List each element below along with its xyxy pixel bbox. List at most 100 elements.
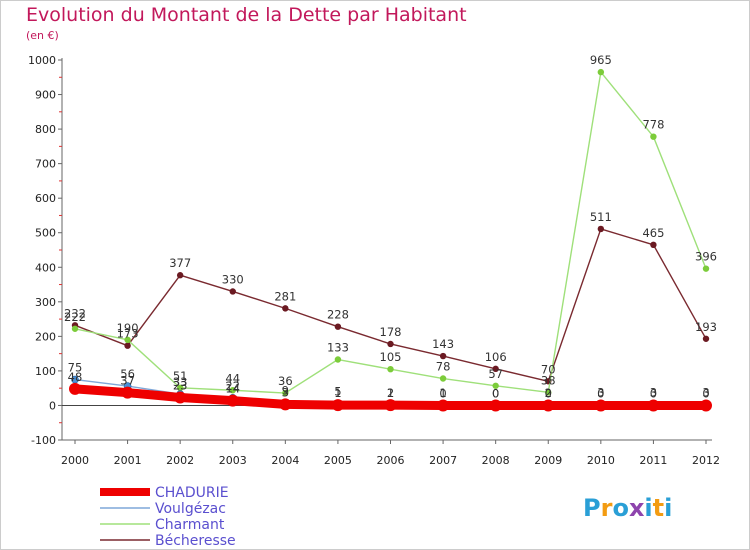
data-point — [331, 399, 344, 412]
data-label: 0 — [545, 386, 552, 400]
x-tick-label: 2004 — [271, 454, 299, 467]
data-label: 3 — [702, 385, 709, 399]
data-label: 22 — [225, 379, 240, 393]
data-label: 33 — [173, 375, 188, 389]
data-label: 5 — [334, 385, 341, 399]
data-label: 511 — [590, 210, 612, 224]
y-tick-label: 800 — [35, 123, 56, 136]
data-label: 396 — [695, 250, 717, 264]
data-label: 1 — [439, 386, 446, 400]
data-point — [121, 386, 134, 399]
data-label: 105 — [380, 350, 402, 364]
data-point — [702, 335, 710, 342]
x-tick-label: 2003 — [219, 454, 247, 467]
data-point — [71, 325, 79, 332]
data-label: 190 — [117, 321, 139, 335]
data-point — [282, 305, 289, 312]
data-label: 1 — [387, 386, 394, 400]
logo-letter: i — [664, 494, 672, 522]
data-point — [387, 340, 394, 348]
data-label: 965 — [590, 53, 612, 67]
data-label: 2 — [387, 386, 394, 400]
y-tick-label: 500 — [35, 227, 56, 240]
data-point — [226, 394, 239, 407]
data-label: 1 — [334, 386, 341, 400]
legend-label: Charmant — [155, 517, 225, 533]
data-point — [594, 399, 607, 412]
data-point — [387, 365, 394, 373]
data-point — [542, 399, 555, 412]
logo-letter: i — [644, 494, 652, 522]
data-point — [437, 399, 450, 412]
data-label: 3 — [282, 385, 289, 399]
data-label: 173 — [117, 327, 139, 341]
data-label: 44 — [225, 371, 240, 385]
data-point — [176, 384, 184, 392]
data-point — [439, 375, 447, 382]
legend-label: Voulgézac — [155, 501, 226, 517]
data-point — [124, 342, 131, 349]
data-label: 0 — [492, 386, 499, 400]
logo-letter: r — [601, 494, 613, 522]
data-label: 778 — [642, 118, 664, 132]
data-label: 193 — [695, 320, 717, 334]
x-tick-label: 2010 — [587, 454, 615, 467]
y-tick-label: 1000 — [28, 54, 56, 67]
data-point — [597, 68, 605, 76]
data-label: 51 — [173, 369, 188, 383]
data-point — [334, 323, 342, 330]
logo-letter: o — [612, 494, 629, 522]
data-label: 56 — [120, 367, 135, 381]
data-label: 178 — [380, 325, 402, 339]
series-0 — [69, 382, 712, 412]
series-layer — [69, 68, 712, 412]
data-label: 70 — [541, 362, 556, 376]
data-point — [334, 356, 342, 363]
data-point — [492, 365, 499, 373]
y-tick-label: 700 — [35, 158, 56, 171]
data-point — [650, 241, 657, 249]
data-label: 465 — [642, 226, 664, 240]
data-point — [174, 391, 187, 404]
data-label: 9 — [282, 383, 289, 397]
x-tick-label: 2009 — [534, 454, 562, 467]
logo-letter: x — [629, 494, 645, 522]
data-label: 37 — [120, 374, 135, 388]
data-point — [124, 336, 131, 344]
data-label: 38 — [541, 373, 556, 387]
logo-letter: P — [583, 494, 601, 522]
x-tick-label: 2007 — [429, 454, 457, 467]
legend-label: Bécheresse — [155, 533, 236, 549]
data-label: 78 — [436, 360, 451, 374]
x-tick-label: 2000 — [61, 454, 89, 467]
data-label: 0 — [492, 386, 499, 400]
data-label: 106 — [485, 350, 507, 364]
data-label: 2 — [545, 386, 552, 400]
data-label: 281 — [274, 289, 296, 303]
data-label: 133 — [327, 341, 349, 355]
y-tick-label: 600 — [35, 192, 56, 205]
data-point — [69, 382, 81, 395]
x-tick-label: 2008 — [482, 454, 510, 467]
series-2 — [71, 68, 710, 397]
x-tick-label: 2005 — [324, 454, 352, 467]
data-point — [229, 288, 236, 295]
chart-subtitle: (en €) — [26, 29, 59, 42]
data-label: 23 — [173, 379, 188, 393]
x-tick-label: 2011 — [639, 454, 667, 467]
data-point — [597, 225, 605, 233]
data-label: 330 — [222, 272, 244, 286]
data-point — [700, 399, 712, 412]
data-point — [647, 399, 660, 412]
data-point — [176, 272, 184, 279]
y-tick-label: 0 — [49, 399, 56, 412]
y-tick-label: 400 — [35, 261, 56, 274]
data-label: 0 — [597, 386, 604, 400]
y-tick-label: 900 — [35, 89, 56, 102]
data-label: 14 — [225, 382, 240, 396]
series-3 — [71, 225, 710, 385]
